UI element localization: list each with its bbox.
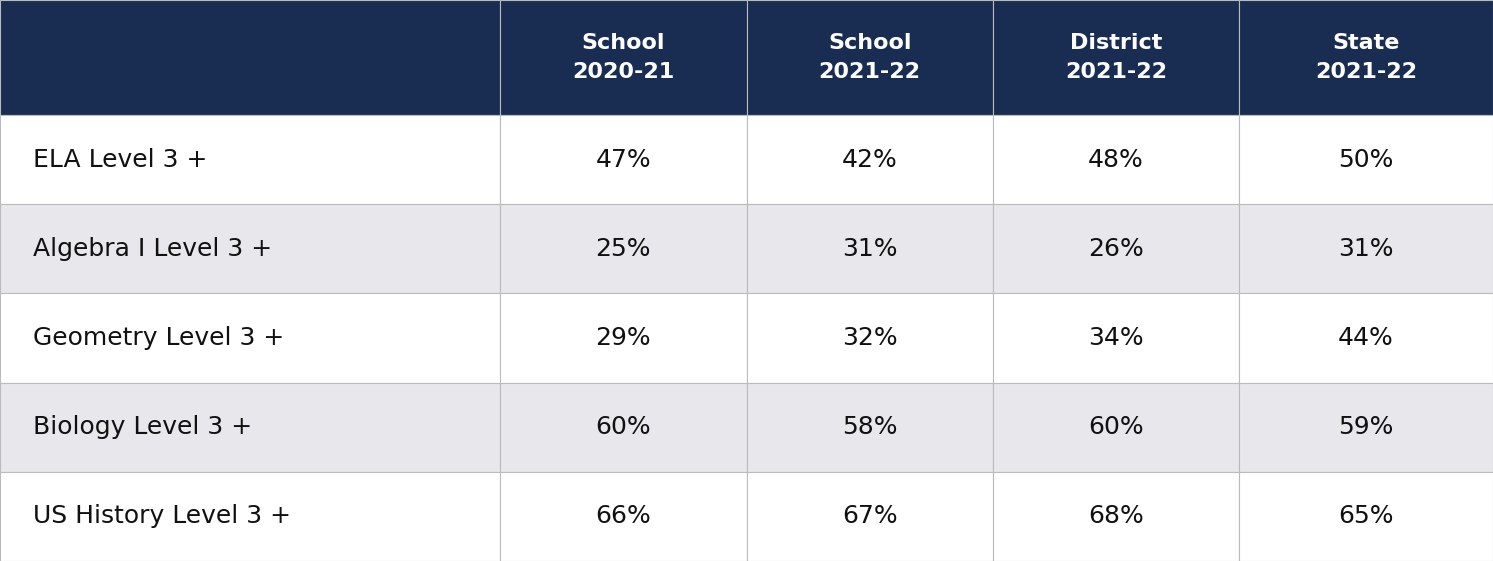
Bar bbox=[500, 383, 746, 472]
Text: US History Level 3 +: US History Level 3 + bbox=[33, 504, 291, 528]
Bar bbox=[500, 204, 746, 293]
Bar bbox=[746, 115, 993, 204]
Text: 34%: 34% bbox=[1088, 326, 1144, 350]
Bar bbox=[746, 204, 993, 293]
Text: 47%: 47% bbox=[596, 148, 651, 172]
Text: 29%: 29% bbox=[596, 326, 651, 350]
Bar bbox=[0, 115, 500, 204]
Text: School: School bbox=[829, 34, 911, 53]
Bar bbox=[993, 0, 1239, 115]
Bar bbox=[500, 472, 746, 561]
Bar bbox=[1239, 293, 1493, 383]
Bar bbox=[993, 204, 1239, 293]
Bar bbox=[500, 293, 746, 383]
Bar bbox=[500, 293, 746, 383]
Text: 2021-22: 2021-22 bbox=[1315, 62, 1417, 81]
Bar bbox=[746, 472, 993, 561]
Bar bbox=[500, 0, 746, 115]
Bar bbox=[0, 0, 500, 115]
Text: 31%: 31% bbox=[1338, 237, 1394, 261]
Text: Geometry Level 3 +: Geometry Level 3 + bbox=[33, 326, 284, 350]
Bar bbox=[500, 0, 746, 115]
Bar bbox=[1239, 0, 1493, 115]
Bar bbox=[1239, 204, 1493, 293]
Bar bbox=[993, 115, 1239, 204]
Text: 60%: 60% bbox=[596, 415, 651, 439]
Bar bbox=[0, 293, 500, 383]
Bar bbox=[0, 383, 500, 472]
Bar bbox=[746, 204, 993, 293]
Text: 66%: 66% bbox=[596, 504, 651, 528]
Text: 2021-22: 2021-22 bbox=[818, 62, 921, 81]
Bar bbox=[1239, 293, 1493, 383]
Text: 50%: 50% bbox=[1338, 148, 1394, 172]
Text: 59%: 59% bbox=[1338, 415, 1394, 439]
Bar bbox=[993, 293, 1239, 383]
Text: 2021-22: 2021-22 bbox=[1065, 62, 1168, 81]
Bar bbox=[0, 383, 500, 472]
Bar bbox=[1239, 115, 1493, 204]
Bar bbox=[993, 383, 1239, 472]
Text: 65%: 65% bbox=[1338, 504, 1394, 528]
Bar bbox=[1239, 472, 1493, 561]
Bar bbox=[1239, 383, 1493, 472]
Text: Algebra I Level 3 +: Algebra I Level 3 + bbox=[33, 237, 272, 261]
Bar bbox=[746, 115, 993, 204]
Bar bbox=[1239, 472, 1493, 561]
Bar bbox=[0, 293, 500, 383]
Bar bbox=[993, 115, 1239, 204]
Bar bbox=[993, 293, 1239, 383]
Text: District: District bbox=[1070, 34, 1162, 53]
Bar bbox=[993, 472, 1239, 561]
Bar bbox=[1239, 115, 1493, 204]
Bar bbox=[500, 472, 746, 561]
Text: 25%: 25% bbox=[596, 237, 651, 261]
Bar bbox=[0, 0, 500, 115]
Bar bbox=[0, 204, 500, 293]
Bar bbox=[993, 204, 1239, 293]
Text: 2020-21: 2020-21 bbox=[572, 62, 675, 81]
Bar bbox=[0, 204, 500, 293]
Text: ELA Level 3 +: ELA Level 3 + bbox=[33, 148, 208, 172]
Bar bbox=[0, 472, 500, 561]
Bar bbox=[1239, 383, 1493, 472]
Bar bbox=[0, 472, 500, 561]
Text: School: School bbox=[582, 34, 664, 53]
Bar bbox=[993, 0, 1239, 115]
Text: 42%: 42% bbox=[842, 148, 897, 172]
Bar bbox=[746, 0, 993, 115]
Text: 60%: 60% bbox=[1088, 415, 1144, 439]
Bar bbox=[746, 472, 993, 561]
Text: 68%: 68% bbox=[1088, 504, 1144, 528]
Bar bbox=[993, 472, 1239, 561]
Text: Biology Level 3 +: Biology Level 3 + bbox=[33, 415, 252, 439]
Text: State: State bbox=[1332, 34, 1400, 53]
Bar bbox=[0, 115, 500, 204]
Bar bbox=[500, 115, 746, 204]
Bar bbox=[1239, 204, 1493, 293]
Text: 48%: 48% bbox=[1088, 148, 1144, 172]
Bar bbox=[1239, 0, 1493, 115]
Bar bbox=[746, 383, 993, 472]
Text: 32%: 32% bbox=[842, 326, 897, 350]
Bar bbox=[746, 293, 993, 383]
Bar bbox=[500, 383, 746, 472]
Text: 58%: 58% bbox=[842, 415, 897, 439]
Bar bbox=[993, 383, 1239, 472]
Bar bbox=[746, 383, 993, 472]
Text: 67%: 67% bbox=[842, 504, 897, 528]
Text: 26%: 26% bbox=[1088, 237, 1144, 261]
Bar bbox=[500, 115, 746, 204]
Text: 31%: 31% bbox=[842, 237, 897, 261]
Bar bbox=[746, 293, 993, 383]
Text: 44%: 44% bbox=[1338, 326, 1394, 350]
Bar bbox=[746, 0, 993, 115]
Bar bbox=[500, 204, 746, 293]
